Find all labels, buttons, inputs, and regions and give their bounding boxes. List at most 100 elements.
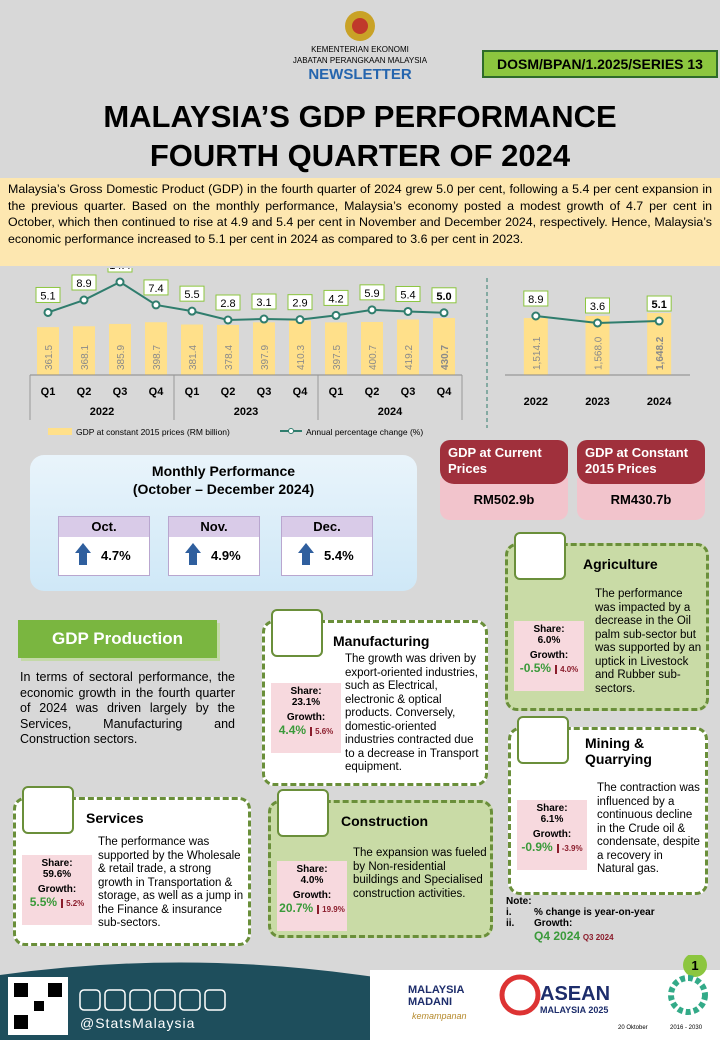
ministry: KEMENTERIAN EKONOMI (311, 45, 409, 54)
x-tick-label: Q1 (329, 386, 344, 398)
label-box (646, 295, 672, 312)
sector-text: The contraction was influenced by a cont… (597, 782, 700, 875)
line-label: 8.9 (528, 294, 543, 306)
month-growth: 4.7% (101, 548, 131, 563)
month-box: Dec. 5.4% (281, 516, 373, 576)
line-label: 3.6 (590, 301, 605, 313)
growth-label: Growth: (532, 829, 572, 840)
note-heading: Note: (506, 896, 532, 907)
bar-label: 385.9 (116, 345, 127, 370)
label-box (179, 285, 205, 302)
x-tick-label: 2023 (585, 396, 609, 408)
note-marker: i. (506, 907, 512, 918)
sector-icon (22, 786, 74, 834)
label-box (359, 284, 385, 301)
growth-value: 5.5% (29, 895, 58, 909)
note-previous: Q3 2024 (582, 933, 614, 942)
x-tick-label: 2022 (524, 396, 548, 408)
month-box: Nov. 4.9% (168, 516, 260, 576)
bar (361, 321, 383, 375)
line-point (79, 295, 89, 305)
bar-label: 400.7 (368, 345, 379, 370)
bar-label: 397.5 (332, 345, 343, 370)
x-tick-label: Q3 (401, 386, 416, 398)
sector-name: Agriculture (583, 556, 658, 572)
up-arrow-stem (79, 553, 87, 565)
line-point (295, 315, 305, 325)
x-tick-label: Q2 (221, 386, 236, 398)
sector-name: Manufacturing (333, 633, 430, 649)
intro: Malaysia’s Gross Domestic Product (GDP) … (0, 178, 720, 266)
growth-label: Growth: (529, 650, 569, 661)
share-box: Share: 4.0% Growth: 20.7% 19.9% (277, 861, 347, 931)
label-box (431, 287, 457, 304)
month: Oct. (59, 517, 149, 537)
label-box (523, 290, 549, 307)
sector-icon (277, 789, 329, 837)
note-legend: Q4 2024 Q3 2024 (506, 929, 706, 943)
bar (253, 322, 275, 375)
line-label: 5.9 (364, 288, 379, 300)
growth-row: 20.7% 19.9% (277, 901, 347, 915)
share-value: 23.1% (291, 697, 321, 708)
production-heading: GDP Production (18, 620, 217, 658)
month-growth: 5.4% (324, 548, 354, 563)
x-tick-label: Q4 (149, 386, 165, 398)
line-label: 14.4 (109, 268, 130, 272)
date: 20 Oktober (618, 1025, 648, 1031)
share-label: Share: (533, 624, 565, 635)
month: Dec. (282, 517, 372, 537)
page-number: 1 (691, 958, 699, 973)
x-tick-label: Q2 (77, 386, 92, 398)
month: Nov. (169, 517, 259, 537)
growth-previous: 5.6% (310, 727, 334, 736)
legend-label: Annual percentage change (%) (306, 427, 423, 437)
group-label: 2024 (378, 406, 403, 418)
gdp-box-title: GDP at Constant 2015 Prices (577, 440, 705, 484)
bar (73, 326, 95, 375)
line-label: 5.0 (436, 291, 451, 303)
x-tick-label: 2024 (647, 396, 672, 408)
sector-text: The performance was impacted by a decrea… (595, 588, 702, 695)
line-label: 4.2 (328, 293, 343, 305)
sector-card: Agriculture The performance was impacted … (505, 532, 709, 711)
group-label: 2022 (90, 406, 114, 418)
line-point (367, 305, 377, 315)
monthly-title: Monthly Performance (151, 463, 296, 479)
note-current: Q4 2024 (534, 929, 581, 943)
line-point (654, 316, 664, 326)
bar-label: 410.3 (296, 345, 307, 370)
sector-card: Manufacturing The growth was driven by ex… (262, 609, 488, 786)
share-value: 6.1% (540, 814, 564, 825)
sector-text: The growth was driven by export-oriented… (345, 653, 479, 773)
x-tick-label: Q4 (293, 386, 309, 398)
note-item: ii. Growth: (506, 918, 706, 929)
production-text: In terms of sectoral performance, the ec… (20, 670, 235, 746)
growth-row: -0.9% -3.9% (517, 840, 587, 854)
share-box: Share: 6.1% Growth: -0.9% -3.9% (517, 800, 587, 870)
footer-bg (0, 955, 720, 1040)
x-tick-label: Q3 (257, 386, 272, 398)
label-box (143, 279, 169, 296)
x-tick-label: Q1 (185, 386, 200, 398)
share-box: Share: 6.0% Growth: -0.5% 4.0% (514, 621, 584, 691)
gdp-box-value: RM430.7b (610, 492, 672, 507)
bar (433, 318, 455, 375)
line-point (43, 307, 53, 317)
bar (397, 319, 419, 375)
line-point (531, 311, 541, 321)
line-label: 2.9 (292, 298, 307, 310)
line (47, 280, 445, 322)
sector-text: The performance was supported by the Who… (98, 836, 244, 929)
sector-name: Services (86, 810, 144, 826)
madani-tag: kemampanan (412, 1011, 467, 1021)
bar (217, 324, 239, 375)
newsletter: NEWSLETTER (308, 66, 412, 83)
share-value: 59.6% (42, 869, 72, 880)
sector-card: Services The performance was supported by… (13, 786, 251, 946)
month-growth: 4.9% (211, 548, 241, 563)
bar (325, 322, 347, 375)
sector-name: Construction (341, 813, 429, 829)
growth-previous: 5.2% (61, 899, 85, 908)
note-text: Growth: (534, 918, 573, 929)
